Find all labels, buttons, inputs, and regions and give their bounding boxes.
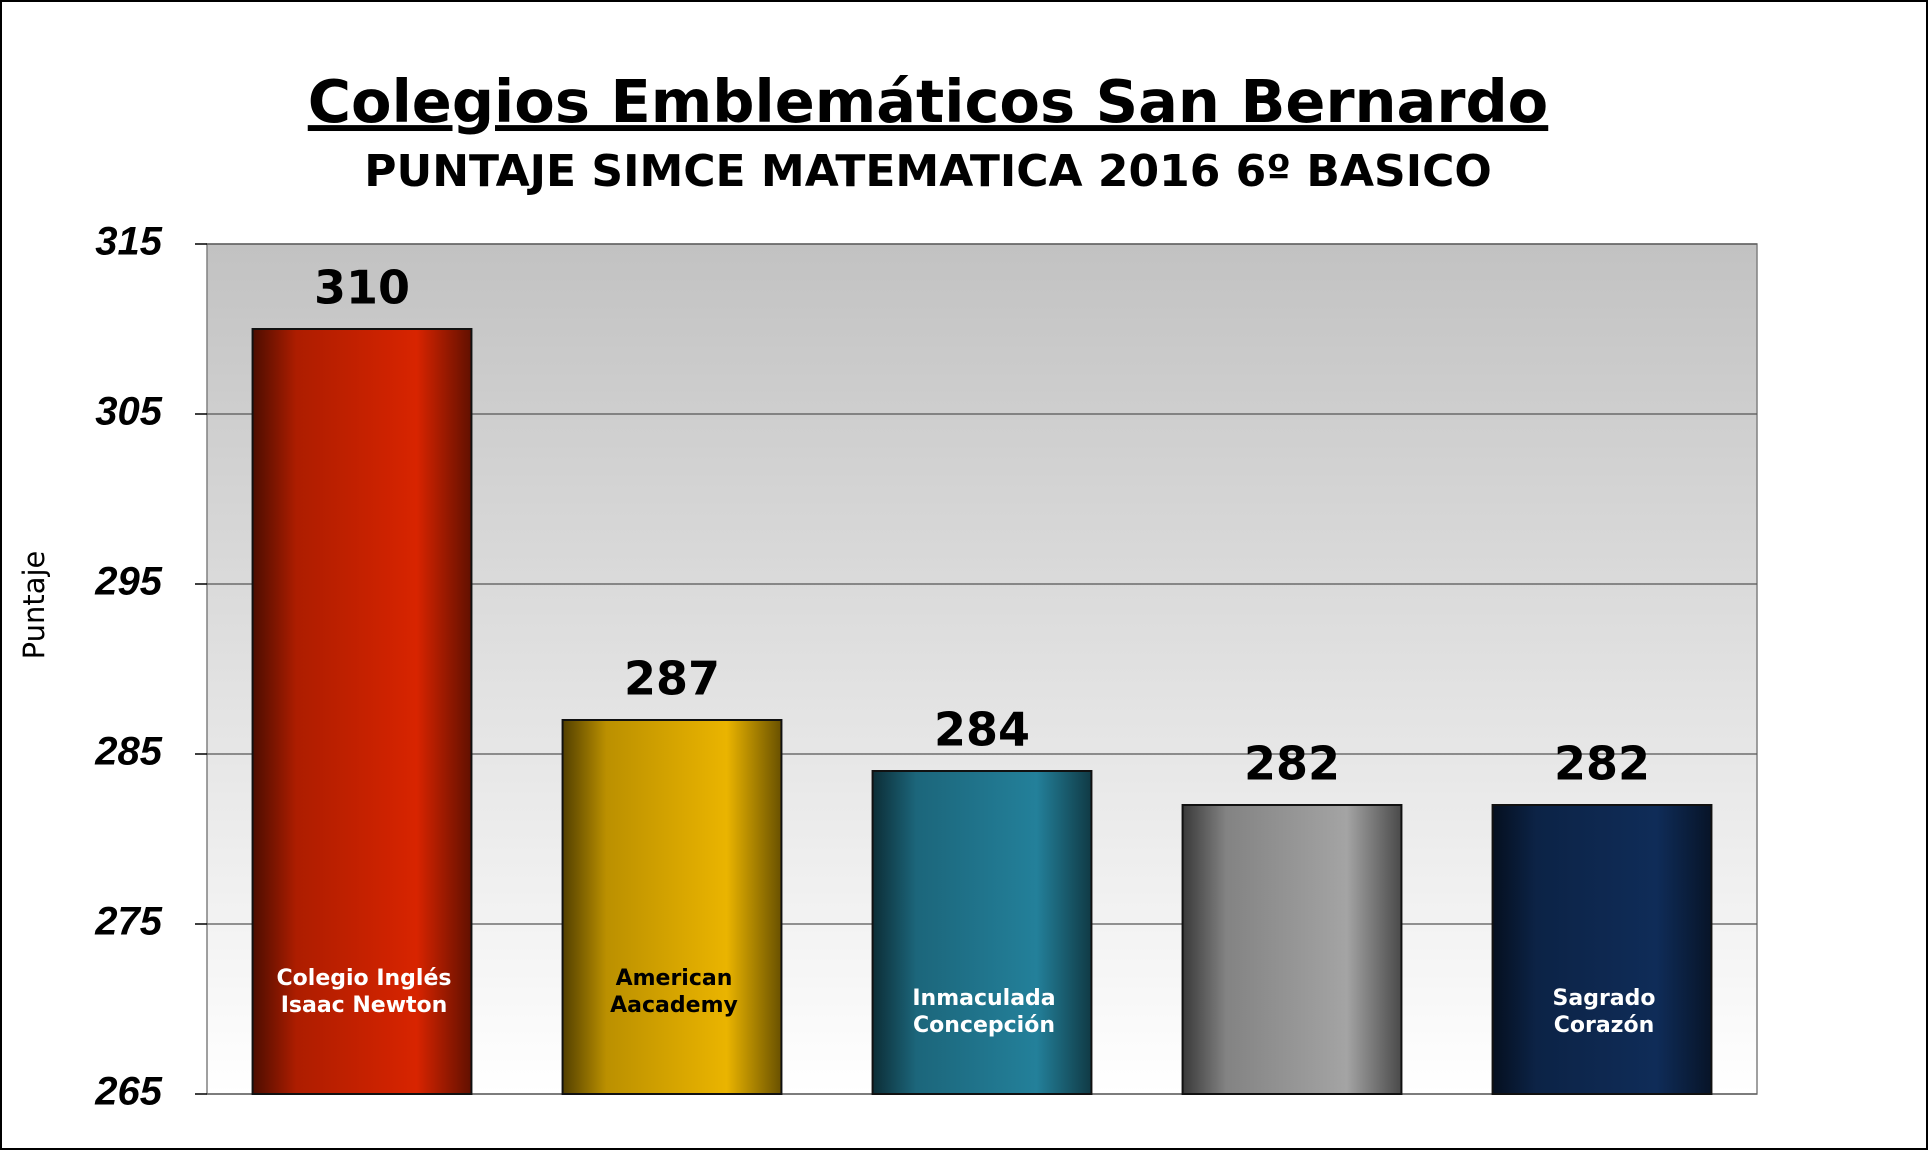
bar bbox=[561, 719, 783, 1095]
value-label: 287 bbox=[624, 652, 720, 706]
bar bbox=[1181, 804, 1403, 1095]
value-label: 282 bbox=[1244, 737, 1340, 791]
chart-subtitle: PUNTAJE SIMCE MATEMATICA 2016 6º BASICO bbox=[364, 146, 1492, 197]
category-label: Sagrado Corazón bbox=[1552, 986, 1656, 1038]
y-tick-label: 275 bbox=[94, 900, 162, 944]
bar bbox=[871, 770, 1093, 1095]
y-tick-label: 295 bbox=[94, 560, 162, 604]
y-tick-label: 315 bbox=[95, 220, 162, 264]
value-label: 310 bbox=[314, 261, 410, 315]
y-tick-label: 285 bbox=[94, 730, 162, 774]
bar bbox=[251, 328, 473, 1095]
value-label: 282 bbox=[1554, 737, 1650, 791]
y-tick-label: 265 bbox=[94, 1070, 162, 1114]
category-label: American Aacademy bbox=[610, 966, 738, 1018]
chart-title: Colegios Emblemáticos San Bernardo bbox=[308, 67, 1548, 136]
value-label: 284 bbox=[934, 703, 1030, 757]
category-label: Colegio Inglés Isaac Newton bbox=[276, 966, 452, 1018]
bar bbox=[1491, 804, 1713, 1095]
y-tick-label: 305 bbox=[95, 390, 162, 434]
category-label: Inmaculada Concepción bbox=[912, 986, 1056, 1038]
y-axis-label: Puntaje bbox=[17, 551, 51, 660]
